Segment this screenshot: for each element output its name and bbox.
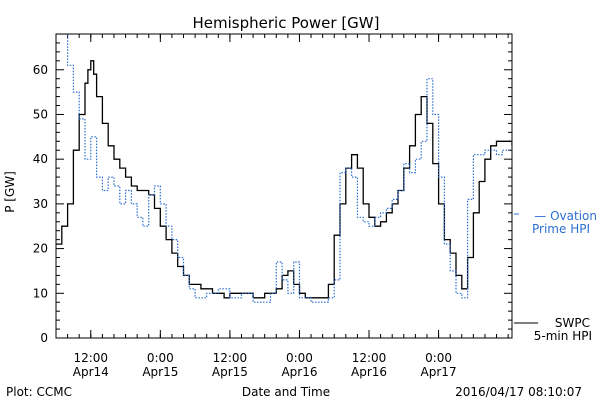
plot-credit: Plot: CCMC <box>6 385 72 399</box>
x-tick-label-date: Apr16 <box>281 365 317 379</box>
legend-ovation-line1: — Ovation <box>534 209 597 223</box>
x-tick-label-time: 0:00 <box>286 351 313 365</box>
x-axis-label: Date and Time <box>242 385 330 399</box>
y-axis-label: P [GW] <box>3 171 17 213</box>
legend-swpc-line2: 5-min HPI <box>534 329 592 343</box>
chart-title: Hemispheric Power [GW] <box>193 14 380 32</box>
x-tick-label-date: Apr15 <box>212 365 248 379</box>
y-tick-label: 10 <box>33 286 48 300</box>
y-tick-label: 30 <box>33 197 48 211</box>
legend-swpc-line1: SWPC <box>555 316 590 330</box>
swpc-series-line <box>56 60 512 299</box>
y-axis: 0 10 20 30 40 50 60 <box>33 33 512 345</box>
series-layer <box>56 34 512 303</box>
legend-ovation-line2: Prime HPI <box>532 222 590 236</box>
x-tick-label-time: 0:00 <box>147 351 174 365</box>
x-tick-label-time: 12:00 <box>213 351 248 365</box>
y-tick-label: 20 <box>33 242 48 256</box>
x-tick-label-time: 0:00 <box>425 351 452 365</box>
y-tick-label: 0 <box>40 331 48 345</box>
plot-timestamp: 2016/04/17 08:10:07 <box>455 385 582 399</box>
x-tick-label-date: Apr14 <box>73 365 109 379</box>
x-axis: 12:00Apr140:00Apr1512:00Apr150:00Apr1612… <box>55 34 509 379</box>
x-tick-label-date: Apr17 <box>421 365 457 379</box>
x-tick-label-date: Apr15 <box>142 365 178 379</box>
x-tick-label-time: 12:00 <box>73 351 108 365</box>
y-tick-label: 60 <box>33 63 48 77</box>
y-tick-label: 50 <box>33 107 48 121</box>
x-tick-label-time: 12:00 <box>352 351 387 365</box>
x-tick-label-date: Apr16 <box>351 365 387 379</box>
y-tick-label: 40 <box>33 152 48 166</box>
ovation-series-line <box>56 34 512 303</box>
plot-frame <box>55 33 513 339</box>
